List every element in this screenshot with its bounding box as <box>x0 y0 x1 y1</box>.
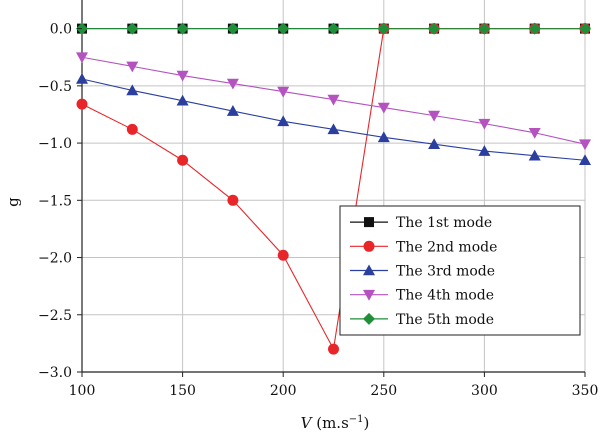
series-5 <box>76 22 591 35</box>
series-point <box>277 86 290 98</box>
legend-item: The 1st mode <box>350 215 492 231</box>
series-point <box>377 102 390 114</box>
legend-label: The 1st mode <box>396 215 492 231</box>
series-point <box>76 52 88 64</box>
series-point <box>478 118 491 130</box>
legend-label: The 3rd mode <box>396 264 495 280</box>
series-point <box>227 194 239 206</box>
series-layer <box>76 22 591 355</box>
series-point <box>176 70 189 82</box>
series-point <box>177 154 189 166</box>
series-point <box>327 94 340 106</box>
legend-marker <box>363 312 375 325</box>
legend-marker <box>363 264 375 276</box>
y-tick-label: −0.5 <box>38 79 72 95</box>
series-point <box>478 145 491 156</box>
legend-label: The 2nd mode <box>396 239 497 255</box>
series-point <box>328 343 339 355</box>
x-tick-label: 100 <box>69 383 96 399</box>
x-tick-label: 300 <box>471 383 498 399</box>
y-axis-label: g <box>4 197 22 207</box>
series-point <box>126 123 138 135</box>
y-tick-label: 0.0 <box>50 22 72 38</box>
series-point <box>277 22 290 35</box>
series-point <box>226 22 239 35</box>
series-point <box>76 72 88 84</box>
legend-marker <box>363 289 375 301</box>
legend-marker <box>363 240 375 252</box>
series-point <box>277 115 290 127</box>
legend-label: The 4th mode <box>396 288 494 304</box>
series-point <box>579 139 591 151</box>
x-axis-label-var: V <box>301 414 314 432</box>
series-point <box>428 110 441 122</box>
legend-marker <box>364 217 374 228</box>
series-point <box>327 123 340 135</box>
y-tick-label: −1.0 <box>38 136 72 152</box>
legend-label: The 5th mode <box>396 312 494 328</box>
series-point <box>478 22 491 35</box>
x-tick-label: 350 <box>572 383 599 399</box>
x-tick-label: 250 <box>370 383 397 399</box>
series-point <box>528 127 541 139</box>
y-tick-label: −1.5 <box>38 193 72 209</box>
series-point <box>176 94 189 106</box>
y-tick-label: −2.5 <box>38 308 72 324</box>
series-point <box>176 22 189 35</box>
series-point <box>126 61 139 73</box>
x-axis-label-unit-close: ) <box>364 414 370 432</box>
series-point <box>126 84 139 96</box>
x-tick-label: 150 <box>169 383 196 399</box>
series-point <box>579 22 591 35</box>
series-point <box>579 154 591 166</box>
x-axis-label: V (m.s−1) <box>301 414 370 432</box>
series-point <box>377 22 390 35</box>
series-point <box>76 98 88 110</box>
series-point <box>277 249 289 261</box>
series-point <box>226 78 239 90</box>
y-tick-label: −3.0 <box>38 365 72 381</box>
series-point <box>428 22 441 35</box>
x-axis-label-unit-exp: −1 <box>349 414 364 425</box>
legend-item: The 4th mode <box>350 288 494 304</box>
x-axis-label-unit-open: (m.s <box>311 414 348 432</box>
x-tick-label: 200 <box>270 383 297 399</box>
legend-item: The 3rd mode <box>350 264 495 280</box>
series-point <box>126 22 139 35</box>
series-point <box>528 149 541 161</box>
series-point <box>377 131 390 143</box>
series-point <box>226 105 239 116</box>
legend-item: The 5th mode <box>350 312 494 328</box>
series-point <box>428 138 441 150</box>
series-3 <box>76 72 591 166</box>
series-point <box>327 22 340 35</box>
y-tick-label: −2.0 <box>38 251 72 267</box>
series-4 <box>76 52 591 151</box>
legend-item: The 2nd mode <box>350 239 497 255</box>
tick-labels: 100 150 200 250 300 350 0.0 −0.5 −1.0 −1.5 −2.0 −2.… <box>38 22 598 399</box>
series-point <box>528 22 541 35</box>
legend: The 1st mode The 2nd mode The 3rd mode The … <box>339 205 581 336</box>
